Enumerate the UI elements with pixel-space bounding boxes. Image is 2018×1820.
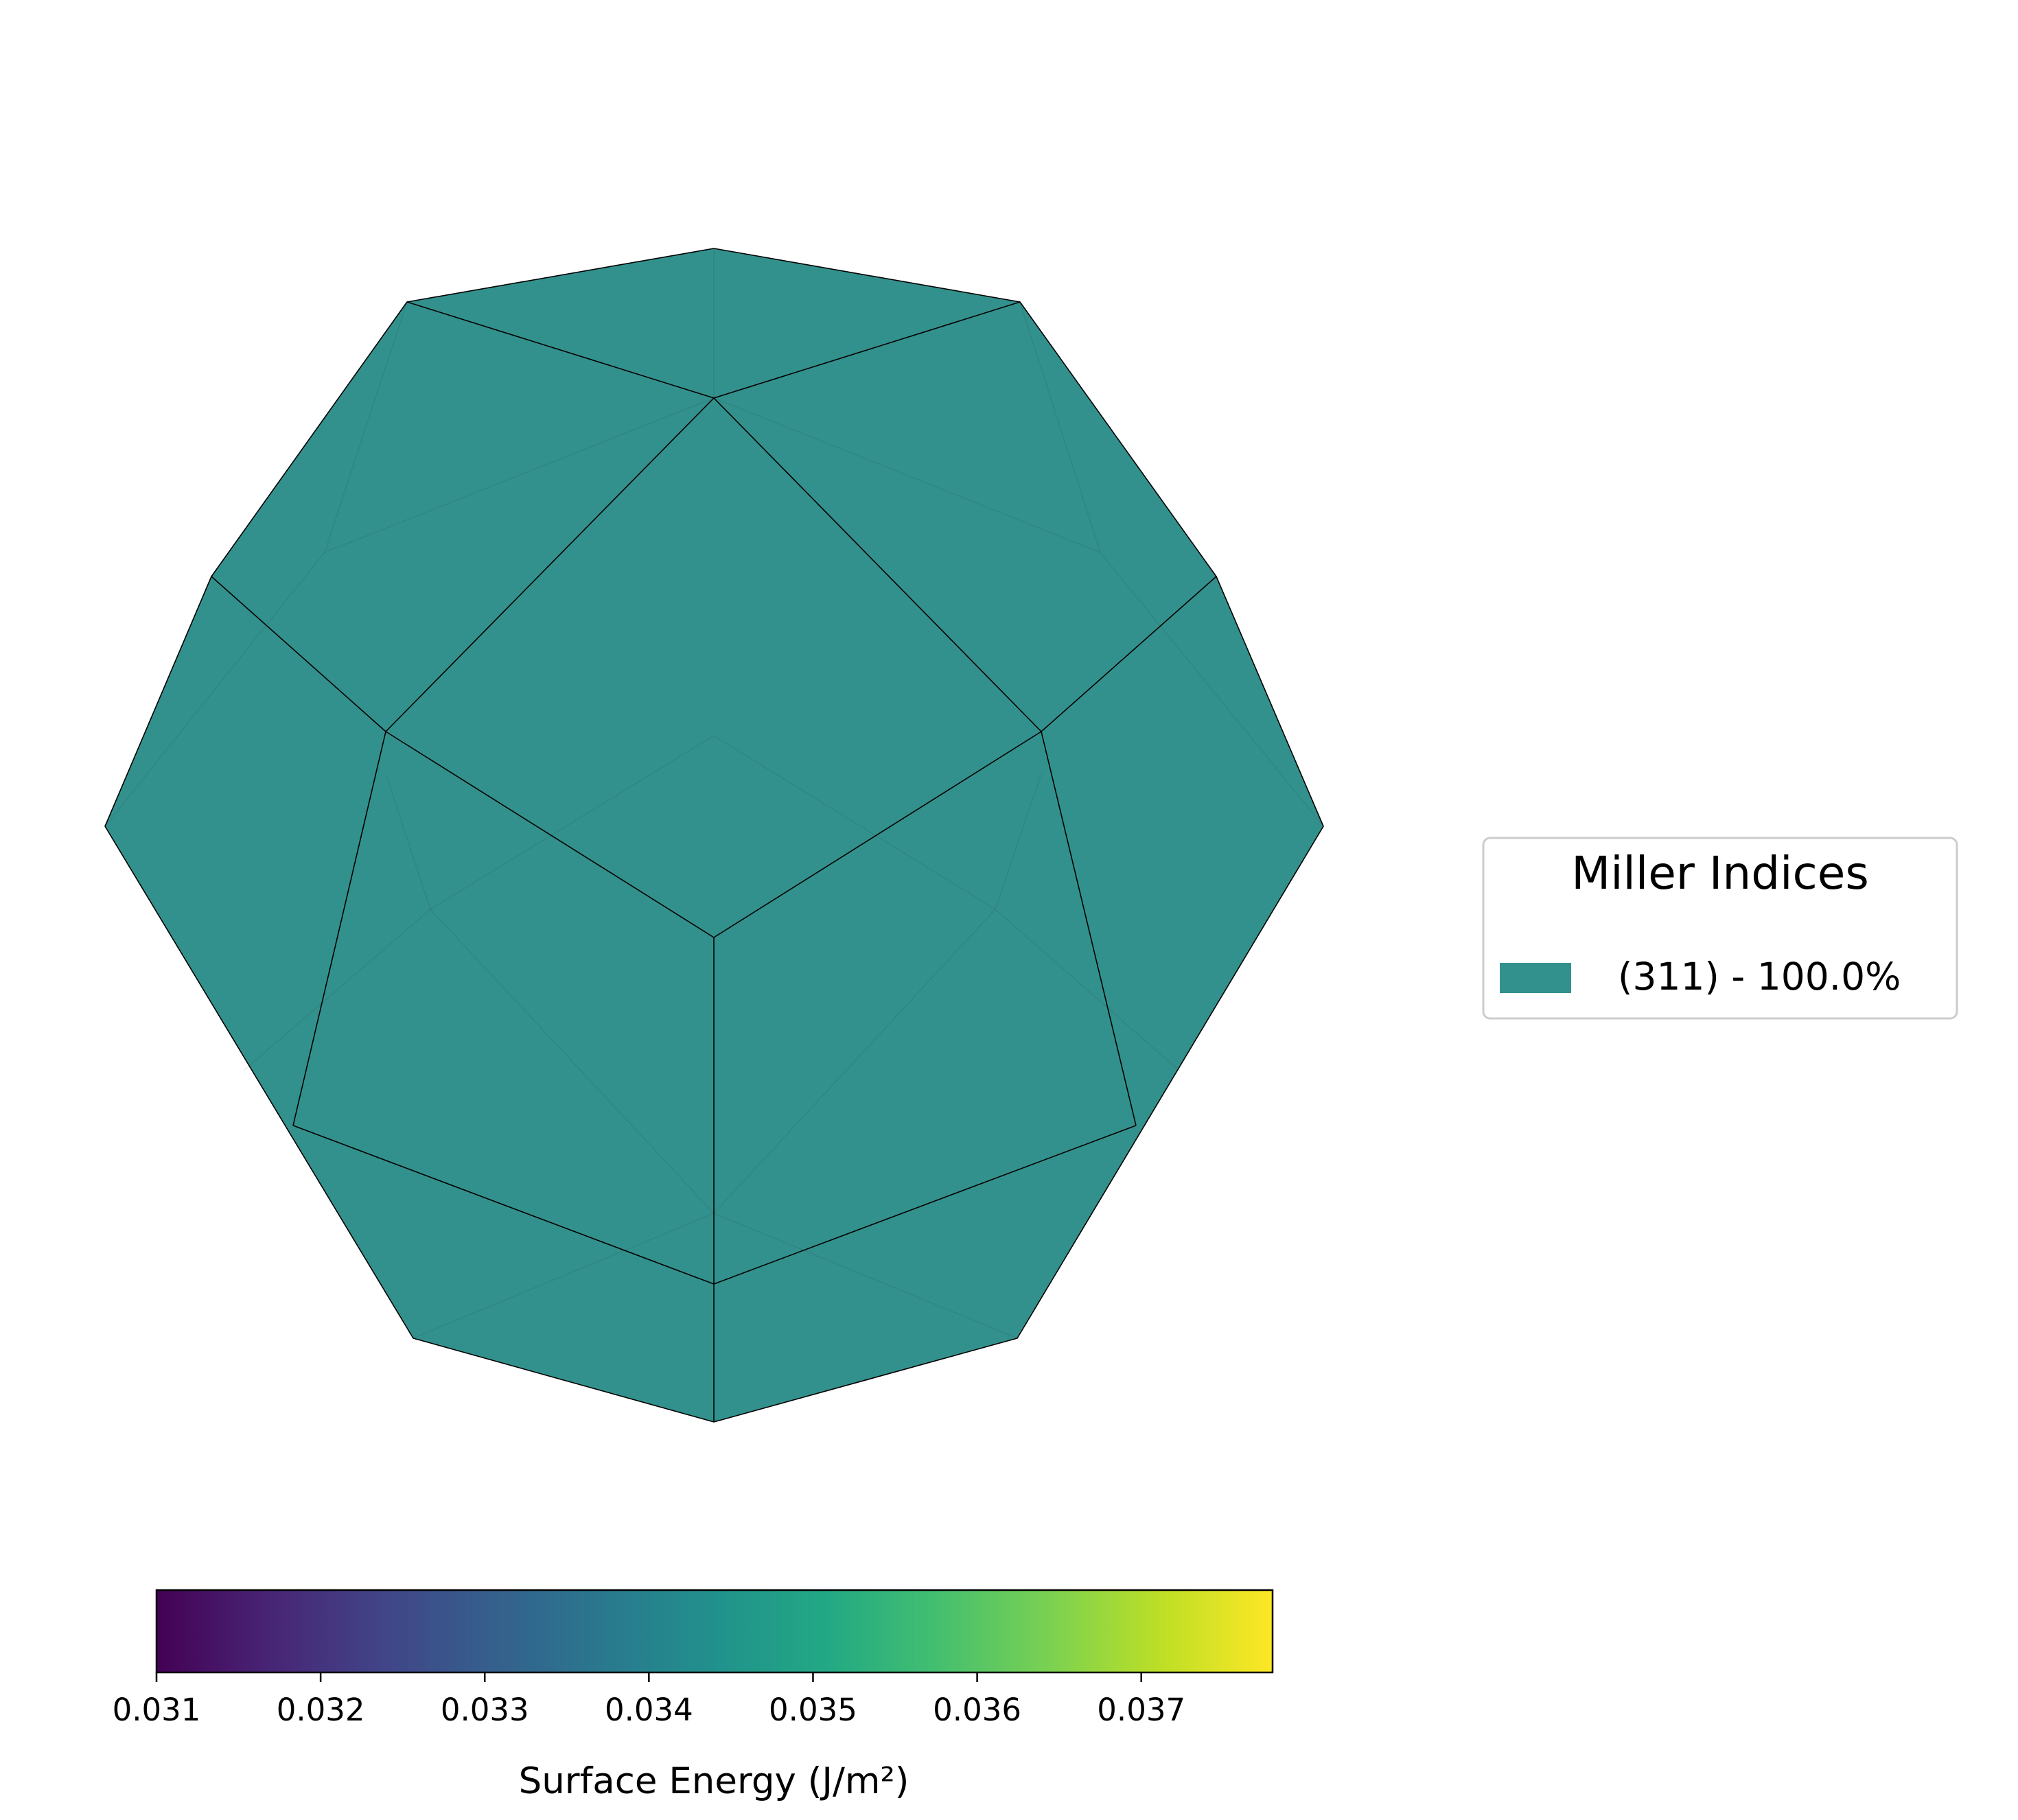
- colorbar-tick-label: 0.035: [769, 1692, 857, 1728]
- facet-311-silhouette: [105, 248, 1323, 1422]
- legend-frame: [1482, 837, 1958, 1020]
- colorbar-tick-label: 0.032: [277, 1692, 365, 1728]
- hidden-edges: [104, 248, 1324, 1339]
- visible-edges: [104, 248, 1324, 1423]
- colorbar-gradient: [155, 1589, 1274, 1674]
- legend-swatch-311: [1500, 963, 1571, 993]
- legend: Miller Indices (311) - 100.0%: [1482, 837, 1958, 1020]
- colorbar-tick-label: 0.031: [113, 1692, 201, 1728]
- legend-title: Miller Indices: [1571, 847, 1868, 900]
- colorbar: 0.031 0.032 0.033 0.034 0.035 0.036 0.037 Surf…: [113, 1589, 1274, 1802]
- colorbar-tick-label: 0.033: [441, 1692, 529, 1728]
- colorbar-tick-label: 0.034: [605, 1692, 693, 1728]
- colorbar-tick-label: 0.036: [933, 1692, 1021, 1728]
- colorbar-label: Surface Energy (J/m²): [519, 1760, 909, 1802]
- colorbar-tick-label: 0.037: [1097, 1692, 1185, 1728]
- wulff-shape: [104, 248, 1324, 1423]
- legend-entry-311: (311) - 100.0%: [1618, 955, 1901, 999]
- colorbar-ticks: 0.031 0.032 0.033 0.034 0.035 0.036 0.037: [113, 1672, 1185, 1728]
